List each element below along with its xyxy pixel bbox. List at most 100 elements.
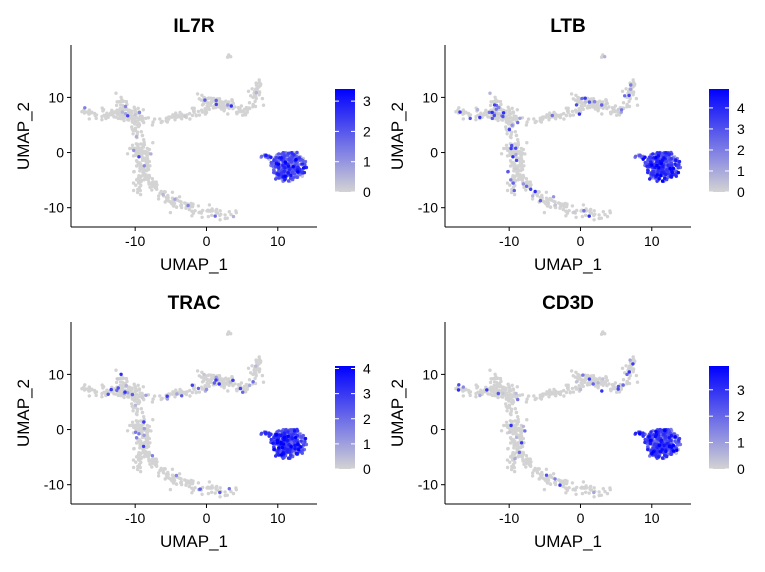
cell-point bbox=[604, 98, 608, 103]
cell-point bbox=[588, 382, 592, 387]
cell-point bbox=[138, 424, 142, 429]
cell-point bbox=[573, 108, 578, 112]
cell-point bbox=[548, 111, 552, 115]
cell-point bbox=[478, 393, 482, 398]
cell-point bbox=[294, 451, 299, 456]
y-tick-label: -10 bbox=[44, 200, 64, 216]
cell-point bbox=[301, 448, 305, 452]
cell-point bbox=[136, 383, 140, 387]
cell-point bbox=[520, 177, 524, 181]
cell-point bbox=[207, 480, 212, 484]
cell-point bbox=[521, 147, 526, 152]
cell-point bbox=[186, 479, 191, 483]
cell-point bbox=[276, 449, 280, 453]
cell-point bbox=[570, 204, 575, 208]
cell-point bbox=[242, 385, 246, 390]
cell-point bbox=[137, 387, 141, 391]
cell-point bbox=[110, 108, 114, 113]
cell-point bbox=[524, 184, 529, 188]
cell-point bbox=[145, 155, 149, 160]
cell-point bbox=[627, 104, 632, 109]
cell-point bbox=[126, 114, 130, 118]
cell-point bbox=[592, 213, 596, 218]
cell-point bbox=[605, 101, 609, 106]
cell-point bbox=[635, 103, 640, 107]
cell-point bbox=[201, 208, 205, 213]
legend-tick-label: 2 bbox=[363, 411, 371, 427]
cell-point bbox=[657, 177, 661, 181]
cell-point bbox=[516, 143, 520, 147]
cell-point bbox=[657, 166, 661, 170]
cell-point bbox=[603, 212, 607, 217]
cell-point bbox=[576, 95, 580, 100]
cell-point bbox=[247, 378, 252, 382]
cell-point bbox=[565, 202, 569, 206]
cell-point bbox=[281, 151, 285, 155]
cell-point bbox=[251, 380, 255, 384]
cell-point bbox=[564, 113, 569, 118]
cell-point bbox=[282, 435, 287, 440]
cell-point bbox=[510, 383, 514, 387]
cell-point bbox=[522, 462, 526, 466]
cell-point bbox=[505, 409, 509, 413]
cell-point bbox=[196, 386, 201, 391]
cell-point bbox=[223, 490, 227, 494]
cell-point bbox=[524, 465, 528, 469]
cell-point bbox=[551, 195, 556, 199]
cell-point bbox=[201, 379, 206, 383]
cell-point bbox=[504, 423, 509, 428]
cell-point bbox=[494, 394, 499, 398]
cell-point bbox=[553, 480, 557, 484]
cell-point bbox=[654, 454, 658, 459]
cell-point bbox=[283, 174, 287, 178]
cell-point bbox=[147, 159, 151, 164]
cell-point bbox=[244, 105, 249, 110]
cell-point bbox=[583, 100, 587, 104]
legend-tick-label: 3 bbox=[363, 93, 371, 109]
cell-point bbox=[563, 205, 567, 209]
x-tick-label: 0 bbox=[203, 510, 211, 526]
cell-point bbox=[227, 377, 231, 381]
cell-point bbox=[145, 432, 149, 437]
cell-point bbox=[641, 431, 645, 435]
cell-point bbox=[145, 427, 149, 431]
cell-point bbox=[511, 118, 515, 122]
cell-point bbox=[553, 200, 557, 204]
cell-point bbox=[184, 206, 188, 210]
x-axis-label: UMAP_1 bbox=[160, 532, 228, 551]
cell-point bbox=[592, 218, 596, 222]
cell-point bbox=[184, 483, 188, 487]
cell-point bbox=[581, 203, 586, 207]
cell-point bbox=[648, 441, 653, 446]
cell-point bbox=[490, 393, 494, 398]
cell-point bbox=[299, 445, 303, 449]
cell-point bbox=[558, 206, 562, 210]
cell-point bbox=[608, 211, 612, 215]
panel-title: IL7R bbox=[173, 16, 214, 37]
cell-point bbox=[255, 360, 259, 364]
cell-point bbox=[116, 100, 120, 104]
cell-point bbox=[604, 375, 608, 380]
cell-point bbox=[624, 87, 628, 91]
cell-point bbox=[242, 108, 246, 113]
cell-point bbox=[218, 218, 222, 222]
cell-point bbox=[142, 149, 146, 154]
cell-point bbox=[209, 96, 213, 100]
cell-point bbox=[514, 152, 518, 157]
cell-point bbox=[243, 389, 248, 394]
cell-point bbox=[286, 151, 291, 155]
cell-point bbox=[583, 96, 587, 100]
cell-point bbox=[635, 380, 640, 384]
cell-point bbox=[269, 155, 273, 159]
cell-point bbox=[581, 480, 586, 484]
cell-point bbox=[579, 104, 583, 108]
cell-point bbox=[134, 441, 139, 445]
cell-point bbox=[600, 103, 604, 107]
cell-point bbox=[163, 467, 167, 471]
cell-point bbox=[292, 429, 297, 433]
cell-point bbox=[150, 184, 155, 188]
cell-point bbox=[231, 491, 236, 496]
cell-point bbox=[458, 110, 462, 114]
cell-point bbox=[203, 107, 207, 111]
